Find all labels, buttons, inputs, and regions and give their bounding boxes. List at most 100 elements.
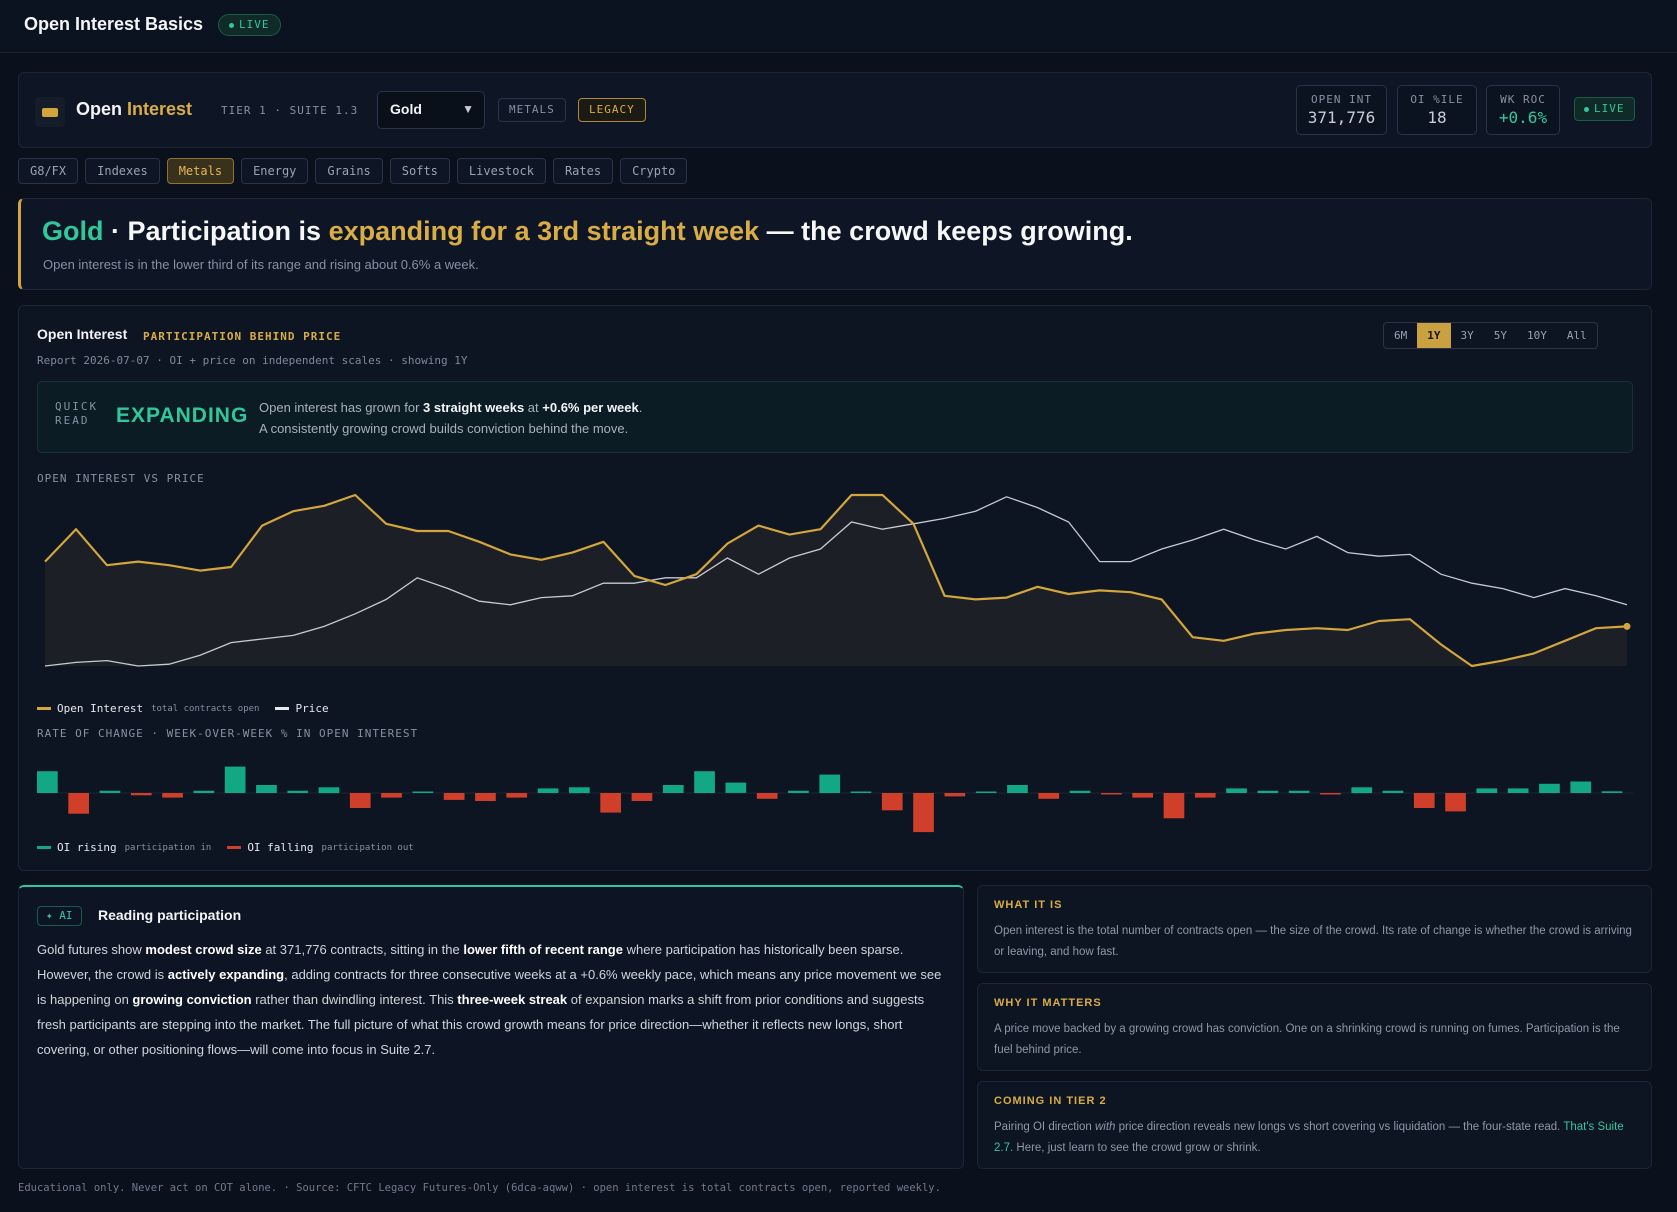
- roc-bar: [819, 774, 841, 793]
- qr-b: 3 straight weeks: [423, 400, 525, 415]
- stat-label: OI %ILE: [1410, 93, 1464, 106]
- roc-bar: [318, 787, 340, 794]
- legend-oi-swatch: [37, 707, 51, 710]
- tab-grains[interactable]: Grains: [315, 158, 383, 184]
- info-coming-tier2: COMING IN TIER 2 Pairing OI direction wi…: [977, 1081, 1652, 1169]
- live-dot-icon: [1584, 106, 1589, 112]
- chevron-down-icon: ▼: [462, 102, 474, 116]
- legend-down-label: OI falling: [247, 841, 314, 854]
- range-all[interactable]: All: [1566, 329, 1587, 342]
- live-dot-icon: [229, 22, 234, 28]
- market-header: Open Interest TIER 1 · SUITE 1.3 Gold ▼ M…: [18, 72, 1652, 148]
- gold-bar-icon: [35, 97, 65, 127]
- ai-text: , adding contracts for three consecutive…: [37, 967, 942, 1007]
- tab-softs[interactable]: Softs: [389, 158, 450, 184]
- roc-chart: [37, 766, 1633, 833]
- ai-emphasis: actively expanding: [167, 967, 285, 982]
- chart-legend: Open Interest total contracts open Price: [37, 702, 329, 715]
- headline-sep: ·: [103, 216, 128, 246]
- roc-bar: [193, 790, 215, 793]
- roc-bar: [1194, 793, 1216, 798]
- info-text: Here, just learn to see the crowd grow o…: [1013, 1142, 1261, 1154]
- roc-bar: [631, 793, 653, 801]
- roc-bar: [537, 788, 559, 793]
- tab-crypto[interactable]: Crypto: [620, 158, 688, 184]
- suite-link[interactable]: That's Suite 2.7.: [994, 1121, 1624, 1154]
- info-why-it-matters: WHY IT MATTERS A price move backed by a …: [977, 983, 1652, 1071]
- range-10y[interactable]: 10Y: [1527, 329, 1547, 342]
- range-6m[interactable]: 6M: [1394, 329, 1408, 342]
- roc-bar: [1101, 793, 1122, 795]
- roc-bar: [1445, 793, 1466, 812]
- group-tag: METALS: [498, 98, 566, 122]
- legend-oi-note: total contracts open: [151, 703, 260, 714]
- roc-bar: [975, 791, 997, 793]
- header-live-label: LIVE: [1594, 102, 1625, 115]
- roc-bar: [1288, 790, 1310, 793]
- roc-bar: [68, 793, 89, 814]
- legend-oi-label: Open Interest: [57, 702, 144, 715]
- roc-bar: [349, 793, 371, 808]
- ai-card: ✦ AI Reading participation Gold futures …: [18, 885, 964, 1169]
- ai-emphasis: modest crowd size: [145, 942, 262, 957]
- roc-bar: [1226, 788, 1247, 793]
- stat-value: 371,776: [1307, 108, 1376, 127]
- roc-bar: [694, 771, 715, 793]
- header-title: Open Interest: [76, 99, 192, 120]
- legend-up-label: OI rising: [57, 841, 117, 854]
- panel-kicker: PARTICIPATION BEHIND PRICE: [143, 330, 342, 343]
- info-body: Pairing OI direction with price directio…: [994, 1117, 1639, 1159]
- range-3y[interactable]: 3Y: [1460, 329, 1474, 342]
- tab-energy[interactable]: Energy: [241, 158, 309, 184]
- qr-c: at: [524, 400, 543, 415]
- tab-livestock[interactable]: Livestock: [456, 158, 546, 184]
- roc-bar: [850, 791, 872, 793]
- market-select[interactable]: Gold ▼: [377, 91, 485, 129]
- chart-panel: Open Interest PARTICIPATION BEHIND PRICE…: [18, 305, 1652, 871]
- footer-disclaimer: Educational only. Never act on COT alone…: [18, 1182, 941, 1194]
- roc-bar: [1007, 785, 1028, 793]
- roc-bar: [412, 791, 434, 793]
- stat-oi-percentile: OI %ILE 18: [1397, 85, 1477, 135]
- range-selector: 6M 1Y 3Y 5Y 10Y All: [1383, 322, 1598, 349]
- range-5y[interactable]: 5Y: [1493, 329, 1507, 342]
- tab-metals[interactable]: Metals: [166, 158, 235, 184]
- ai-emphasis: lower fifth of recent range: [463, 942, 623, 957]
- qr-e: .: [638, 400, 643, 415]
- info-title: WHY IT MATTERS: [994, 997, 1102, 1009]
- range-1y[interactable]: 1Y: [1417, 323, 1451, 348]
- roc-bar: [662, 785, 684, 793]
- roc-bar: [1539, 783, 1560, 793]
- info-body: A price move backed by a growing crowd h…: [994, 1023, 1620, 1056]
- tier-label: TIER 1 · SUITE 1.3: [221, 104, 359, 117]
- roc-legend: OI rising participation in OI falling pa…: [37, 841, 430, 854]
- headline-part2: — the crowd keeps growing.: [759, 216, 1133, 246]
- info-em: with: [1095, 1121, 1116, 1133]
- header-title-b: Interest: [127, 99, 193, 119]
- roc-bar: [913, 793, 934, 833]
- roc-bar: [256, 785, 277, 793]
- panel-meta: Report 2026-07-07 · OI + price on indepe…: [37, 354, 468, 367]
- stat-value: 18: [1427, 108, 1447, 127]
- top-bar: Open Interest Basics LIVE: [0, 0, 1677, 53]
- oi-line: [44, 493, 1628, 668]
- tab-rates[interactable]: Rates: [552, 158, 614, 184]
- stat-open-int: OPEN INT 371,776: [1296, 85, 1387, 135]
- roc-bar: [506, 793, 528, 798]
- legend-price-swatch: [275, 707, 290, 710]
- roc-bar: [944, 793, 966, 797]
- ai-text: at 371,776 contracts, sitting in the: [261, 942, 464, 957]
- category-tabs: G8/FX Indexes Metals Energy Grains Softs Lives…: [18, 158, 688, 184]
- live-badge-label: LIVE: [239, 18, 270, 31]
- tab-indexes[interactable]: Indexes: [85, 158, 160, 184]
- roc-bar: [1132, 793, 1153, 798]
- qr-d: +0.6% per week: [542, 400, 639, 415]
- market-select-value: Gold: [390, 101, 422, 117]
- info-title: COMING IN TIER 2: [994, 1095, 1107, 1107]
- roc-bar: [1038, 793, 1060, 799]
- oi-latest-point: [1623, 622, 1631, 630]
- price-line: [44, 496, 1628, 667]
- chart-label: OPEN INTEREST VS PRICE: [37, 472, 205, 485]
- tab-g8-fx[interactable]: G8/FX: [18, 158, 79, 184]
- ai-emphasis: three-week streak: [457, 992, 568, 1007]
